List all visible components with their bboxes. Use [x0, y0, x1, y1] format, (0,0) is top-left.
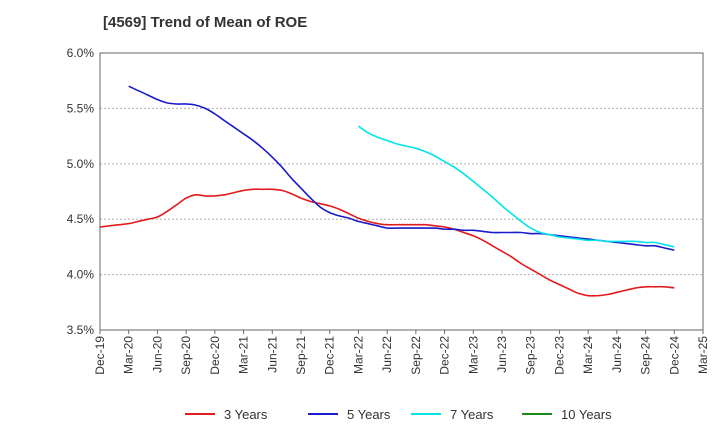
x-tick-label: Dec-21	[323, 336, 337, 375]
x-tick-label: Sep-23	[524, 336, 538, 375]
x-tick-label: Dec-24	[667, 336, 681, 375]
x-tick-label: Jun-22	[380, 336, 394, 373]
x-tick-label: Dec-19	[93, 336, 107, 375]
x-tick-label: Jun-20	[150, 336, 164, 373]
x-tick-label: Mar-22	[351, 336, 365, 374]
x-tick-label: Mar-25	[696, 336, 710, 374]
legend: 3 Years 5 Years 7 Years 10 Years	[185, 407, 612, 422]
y-tick-label: 6.0%	[67, 46, 95, 60]
y-tick-label: 5.5%	[67, 101, 95, 115]
series-line-5-years	[128, 85, 675, 251]
axis-layer: 3.5% 4.0% 4.5% 5.0% 5.5% 6.0% Dec-19 Mar-20 Jun-…	[67, 46, 710, 375]
x-tick-label: Jun-24	[610, 336, 624, 373]
series-line-3-years	[99, 188, 675, 297]
x-tick-label: Sep-24	[639, 336, 653, 375]
x-tick-label: Dec-22	[438, 336, 452, 375]
plot-frame	[99, 52, 704, 331]
x-tick-label: Sep-21	[294, 336, 308, 375]
x-tick-label: Jun-23	[495, 336, 509, 373]
legend-label-7-years: 7 Years	[450, 407, 494, 422]
x-tick-label: Sep-22	[409, 336, 423, 375]
x-tick-label: Sep-20	[179, 336, 193, 375]
series-layer	[99, 85, 675, 297]
y-tick-label: 3.5%	[67, 323, 95, 337]
x-tick-label: Jun-21	[265, 336, 279, 373]
chart-title: [4569] Trend of Mean of ROE	[103, 14, 308, 31]
legend-label-10-years: 10 Years	[561, 407, 612, 422]
y-tick-label: 5.0%	[67, 157, 95, 171]
x-tick-label: Dec-23	[552, 336, 566, 375]
legend-label-3-years: 3 Years	[224, 407, 268, 422]
legend-label-5-years: 5 Years	[347, 407, 391, 422]
y-tick-label: 4.5%	[67, 212, 95, 226]
x-tick-label: Mar-24	[581, 336, 595, 374]
x-tick-label: Mar-21	[237, 336, 251, 374]
x-tick-label: Mar-23	[466, 336, 480, 374]
series-line-7-years	[357, 125, 675, 248]
x-tick-label: Dec-20	[208, 336, 222, 375]
y-tick-label: 4.0%	[67, 268, 95, 282]
x-tick-label: Mar-20	[122, 336, 136, 374]
